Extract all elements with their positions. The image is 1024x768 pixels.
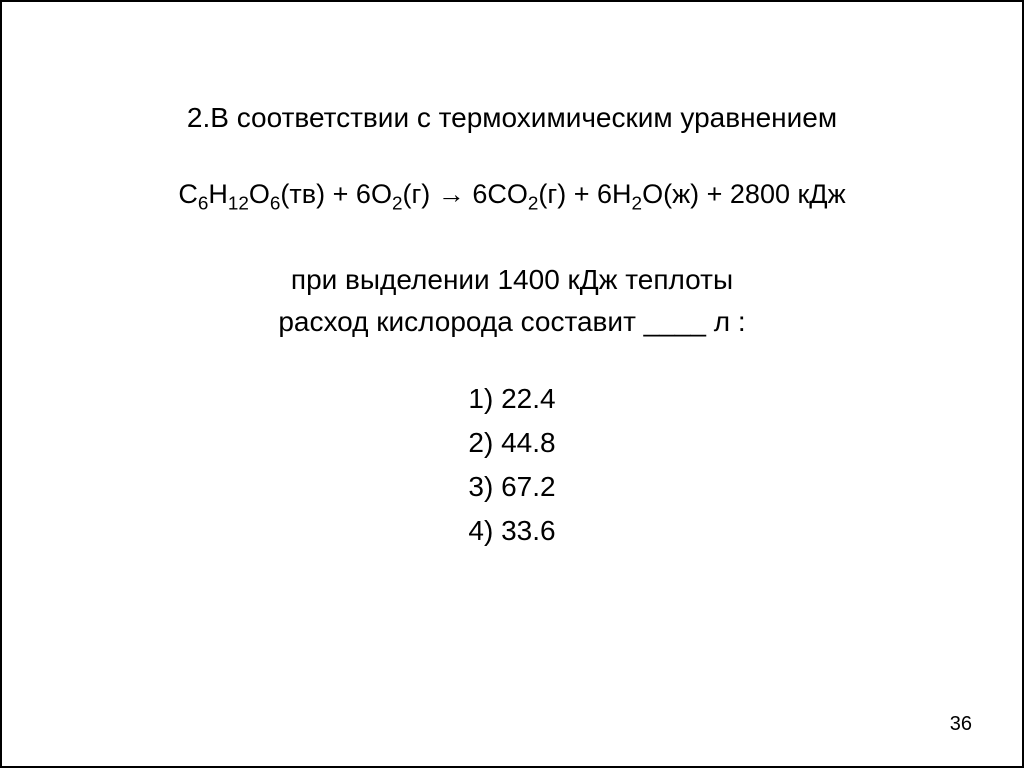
slide-content: 2.В соответствии с термохимическим уравн…: [32, 97, 992, 554]
product1-c: C: [487, 179, 507, 209]
product2-h: H: [612, 179, 632, 209]
product2-o: O: [642, 179, 663, 209]
page-number: 36: [950, 713, 972, 736]
question-line1: при выделении 1400 кДж теплоты: [32, 259, 992, 301]
options-container: 1) 22.4 2) 44.8 3) 67.2 4) 33.6: [32, 378, 992, 554]
thermochemical-equation: C6H12O6(тв) + 6O2(г) → 6CO2(г) + 6H2O(ж)…: [32, 174, 992, 219]
problem-intro: 2.В соответствии с термохимическим уравн…: [32, 97, 992, 139]
reactant2-coeff: 6: [356, 179, 371, 209]
reactant1-sub3: 6: [270, 193, 281, 214]
question-line2-a: расход кислорода составит: [278, 306, 643, 337]
reactant1-c: C: [178, 179, 198, 209]
plus1: +: [325, 179, 356, 209]
product1-state: (г): [538, 179, 566, 209]
slide-frame: 2.В соответствии с термохимическим уравн…: [0, 0, 1024, 768]
product2-sub1: 2: [632, 193, 643, 214]
arrow: →: [430, 179, 472, 209]
reactant2-state: (г): [402, 179, 430, 209]
reactant2-sub: 2: [392, 193, 403, 214]
product2-coeff: 6: [597, 179, 612, 209]
product1-o: O: [507, 179, 528, 209]
product2-state: (ж): [663, 179, 699, 209]
reactant1-sub1: 6: [198, 193, 209, 214]
product1-coeff: 6: [472, 179, 487, 209]
question-block: при выделении 1400 кДж теплоты расход ки…: [32, 259, 992, 343]
energy: 2800 кДж: [730, 179, 846, 209]
options-block: 1) 22.4 2) 44.8 3) 67.2 4) 33.6: [468, 378, 555, 554]
plus2: +: [566, 179, 597, 209]
problem-number: 2.: [187, 102, 210, 133]
question-line2: расход кислорода составит ____ л :: [32, 301, 992, 343]
plus3: +: [699, 179, 730, 209]
reactant1-o: O: [249, 179, 270, 209]
reactant1-state: (тв): [280, 179, 325, 209]
option-1: 1) 22.4: [468, 378, 555, 420]
reactant1-sub2: 12: [228, 193, 249, 214]
intro-text: В соответствии с термохимическим уравнен…: [210, 102, 837, 133]
option-2: 2) 44.8: [468, 422, 555, 464]
blank-line: ____: [644, 306, 706, 337]
option-4: 4) 33.6: [468, 510, 555, 552]
option-3: 3) 67.2: [468, 466, 555, 508]
product1-sub: 2: [528, 193, 539, 214]
reactant2-o: O: [371, 179, 392, 209]
question-line2-b: л :: [706, 306, 746, 337]
reactant1-h: H: [208, 179, 228, 209]
